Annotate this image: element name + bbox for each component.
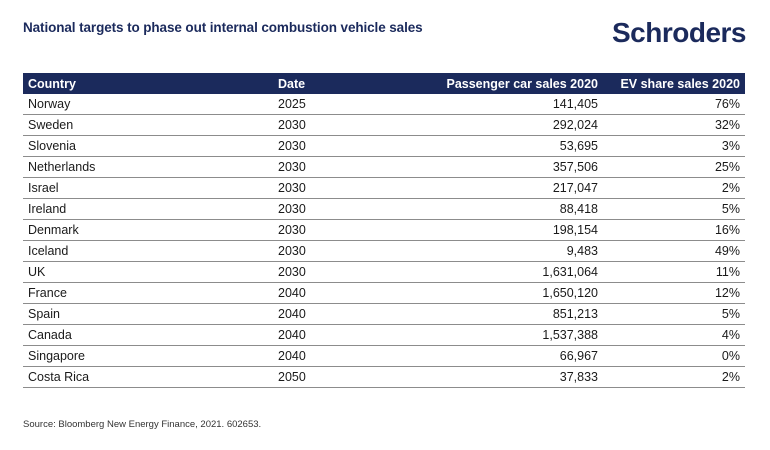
cell-country: Costa Rica — [23, 366, 273, 388]
table-row: Israel 2030 217,047 2% — [23, 177, 745, 199]
source-note: Source: Bloomberg New Energy Finance, 20… — [23, 419, 262, 430]
table-row: Slovenia 2030 53,695 3% — [23, 135, 745, 157]
table-row: UK 2030 1,631,064 11% — [23, 261, 745, 283]
cell-ev-share: 2% — [603, 177, 745, 199]
cell-date: 2040 — [273, 303, 393, 325]
table-row: Denmark 2030 198,154 16% — [23, 219, 745, 241]
cell-sales: 292,024 — [393, 114, 603, 136]
cell-date: 2030 — [273, 240, 393, 262]
table-row: Canada 2040 1,537,388 4% — [23, 324, 745, 346]
cell-sales: 66,967 — [393, 345, 603, 367]
cell-date: 2040 — [273, 324, 393, 346]
table-row: Netherlands 2030 357,506 25% — [23, 156, 745, 178]
cell-sales: 88,418 — [393, 198, 603, 220]
cell-date: 2030 — [273, 177, 393, 199]
header-row: Country Date Passenger car sales 2020 EV… — [23, 73, 745, 94]
cell-country: Sweden — [23, 114, 273, 136]
cell-country: Norway — [23, 94, 273, 115]
cell-date: 2030 — [273, 261, 393, 283]
schroders-logo: Schroders — [612, 17, 747, 48]
cell-ev-share: 5% — [603, 198, 745, 220]
cell-ev-share: 25% — [603, 156, 745, 178]
cell-date: 2030 — [273, 114, 393, 136]
table-body: Norway 2025 141,405 76% Sweden 2030 292,… — [23, 94, 745, 388]
column-header-date: Date — [273, 73, 393, 94]
column-header-country: Country — [23, 73, 273, 94]
column-header-ev-share: EV share sales 2020 — [603, 73, 745, 94]
table-row: Costa Rica 2050 37,833 2% — [23, 366, 745, 388]
cell-ev-share: 3% — [603, 135, 745, 157]
cell-country: Denmark — [23, 219, 273, 241]
cell-country: UK — [23, 261, 273, 283]
cell-date: 2030 — [273, 135, 393, 157]
table-row: Sweden 2030 292,024 32% — [23, 114, 745, 136]
cell-country: Spain — [23, 303, 273, 325]
table-row: Spain 2040 851,213 5% — [23, 303, 745, 325]
table-row: Ireland 2030 88,418 5% — [23, 198, 745, 220]
cell-ev-share: 49% — [603, 240, 745, 262]
cell-ev-share: 2% — [603, 366, 745, 388]
cell-country: Slovenia — [23, 135, 273, 157]
cell-date: 2030 — [273, 198, 393, 220]
cell-sales: 53,695 — [393, 135, 603, 157]
cell-ev-share: 4% — [603, 324, 745, 346]
cell-ev-share: 32% — [603, 114, 745, 136]
cell-country: Netherlands — [23, 156, 273, 178]
page-title: National targets to phase out internal c… — [23, 20, 423, 35]
cell-date: 2030 — [273, 219, 393, 241]
cell-date: 2040 — [273, 345, 393, 367]
cell-date: 2025 — [273, 94, 393, 115]
table-header: Country Date Passenger car sales 2020 EV… — [23, 73, 745, 94]
cell-sales: 198,154 — [393, 219, 603, 241]
cell-date: 2030 — [273, 156, 393, 178]
cell-sales: 141,405 — [393, 94, 603, 115]
cell-date: 2050 — [273, 366, 393, 388]
targets-table: Country Date Passenger car sales 2020 EV… — [23, 73, 745, 388]
cell-sales: 1,537,388 — [393, 324, 603, 346]
cell-sales: 9,483 — [393, 240, 603, 262]
cell-ev-share: 5% — [603, 303, 745, 325]
cell-sales: 1,631,064 — [393, 261, 603, 283]
cell-country: France — [23, 282, 273, 304]
cell-country: Iceland — [23, 240, 273, 262]
cell-sales: 851,213 — [393, 303, 603, 325]
cell-sales: 37,833 — [393, 366, 603, 388]
cell-sales: 217,047 — [393, 177, 603, 199]
cell-ev-share: 11% — [603, 261, 745, 283]
cell-ev-share: 0% — [603, 345, 745, 367]
cell-sales: 357,506 — [393, 156, 603, 178]
cell-ev-share: 16% — [603, 219, 745, 241]
cell-ev-share: 76% — [603, 94, 745, 115]
cell-country: Canada — [23, 324, 273, 346]
cell-country: Singapore — [23, 345, 273, 367]
cell-country: Ireland — [23, 198, 273, 220]
table-row: Norway 2025 141,405 76% — [23, 94, 745, 115]
table-row: Iceland 2030 9,483 49% — [23, 240, 745, 262]
cell-date: 2040 — [273, 282, 393, 304]
table-row: France 2040 1,650,120 12% — [23, 282, 745, 304]
cell-sales: 1,650,120 — [393, 282, 603, 304]
cell-ev-share: 12% — [603, 282, 745, 304]
table-row: Singapore 2040 66,967 0% — [23, 345, 745, 367]
column-header-sales: Passenger car sales 2020 — [393, 73, 603, 94]
cell-country: Israel — [23, 177, 273, 199]
